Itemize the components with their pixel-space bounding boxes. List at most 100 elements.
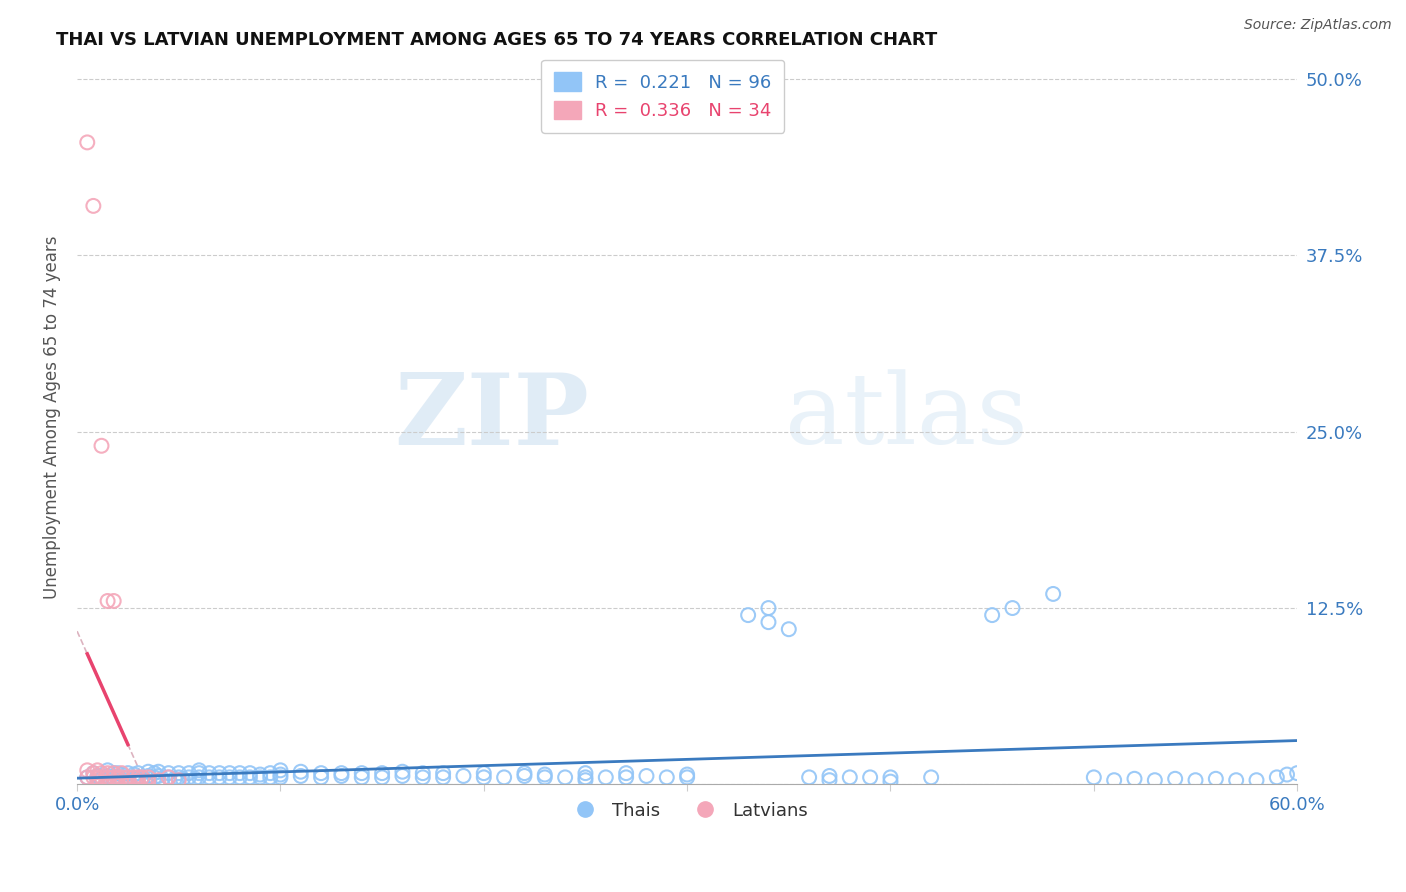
Point [797,770,820,784]
Point [103,772,125,786]
Point [167,773,190,788]
Point [1123,772,1146,786]
Point [103,594,125,608]
Point [737,608,759,623]
Point [818,773,841,788]
Y-axis label: Unemployment Among Ages 65 to 74 years: Unemployment Among Ages 65 to 74 years [44,235,60,599]
Point [614,766,637,780]
Point [97,770,120,784]
Point [676,770,699,784]
Point [513,766,536,780]
Point [330,766,353,780]
Point [167,770,190,784]
Text: atlas: atlas [785,369,1028,466]
Text: ZIP: ZIP [395,369,589,466]
Point [107,770,129,784]
Point [103,770,125,784]
Point [269,770,291,784]
Point [472,766,495,780]
Point [188,770,211,784]
Point [239,766,262,780]
Point [136,774,159,789]
Point [350,770,373,784]
Point [1042,587,1064,601]
Point [188,764,211,778]
Point [1001,601,1024,615]
Point [163,772,186,786]
Point [127,770,149,784]
Point [981,608,1004,623]
Point [86,769,108,783]
Point [136,764,159,779]
Point [103,766,125,780]
Point [117,770,139,784]
Point [198,770,221,784]
Point [97,769,120,783]
Text: THAI VS LATVIAN UNEMPLOYMENT AMONG AGES 65 TO 74 YEARS CORRELATION CHART: THAI VS LATVIAN UNEMPLOYMENT AMONG AGES … [56,31,938,49]
Point [148,769,170,783]
Point [76,770,98,784]
Point [1184,773,1206,788]
Point [1083,770,1105,784]
Point [188,766,211,780]
Point [167,766,190,780]
Point [259,766,281,780]
Point [920,770,942,784]
Point [330,769,353,783]
Point [86,774,108,789]
Point [82,766,104,780]
Point [1246,773,1268,788]
Point [229,766,252,780]
Point [391,764,413,779]
Point [157,770,180,784]
Point [1143,773,1166,788]
Point [107,770,129,784]
Point [1205,772,1227,786]
Point [117,770,139,784]
Point [136,769,159,783]
Point [198,766,221,780]
Point [76,136,98,150]
Point [172,772,194,786]
Point [1225,773,1247,788]
Point [111,766,134,780]
Point [1265,770,1288,784]
Point [127,770,149,784]
Point [127,774,149,789]
Point [90,770,112,784]
Point [636,769,658,783]
Point [148,773,170,788]
Point [1275,767,1298,781]
Point [533,770,555,784]
Point [136,770,159,784]
Legend: Thais, Latvians: Thais, Latvians [560,794,815,827]
Point [229,770,252,784]
Point [90,772,112,786]
Point [371,766,394,780]
Point [432,770,454,784]
Point [818,769,841,783]
Point [838,770,860,784]
Point [111,770,134,784]
Point [249,770,271,784]
Point [533,767,555,781]
Point [143,766,166,780]
Point [391,769,413,783]
Point [412,766,434,780]
Point [76,764,98,778]
Point [208,770,231,784]
Point [472,770,495,784]
Point [131,770,153,784]
Point [453,769,475,783]
Point [97,774,120,789]
Point [412,770,434,784]
Point [218,766,240,780]
Point [177,770,200,784]
Point [269,767,291,781]
Point [778,622,800,636]
Point [239,770,262,784]
Point [574,766,596,780]
Point [90,439,112,453]
Point [122,770,145,784]
Point [107,774,129,789]
